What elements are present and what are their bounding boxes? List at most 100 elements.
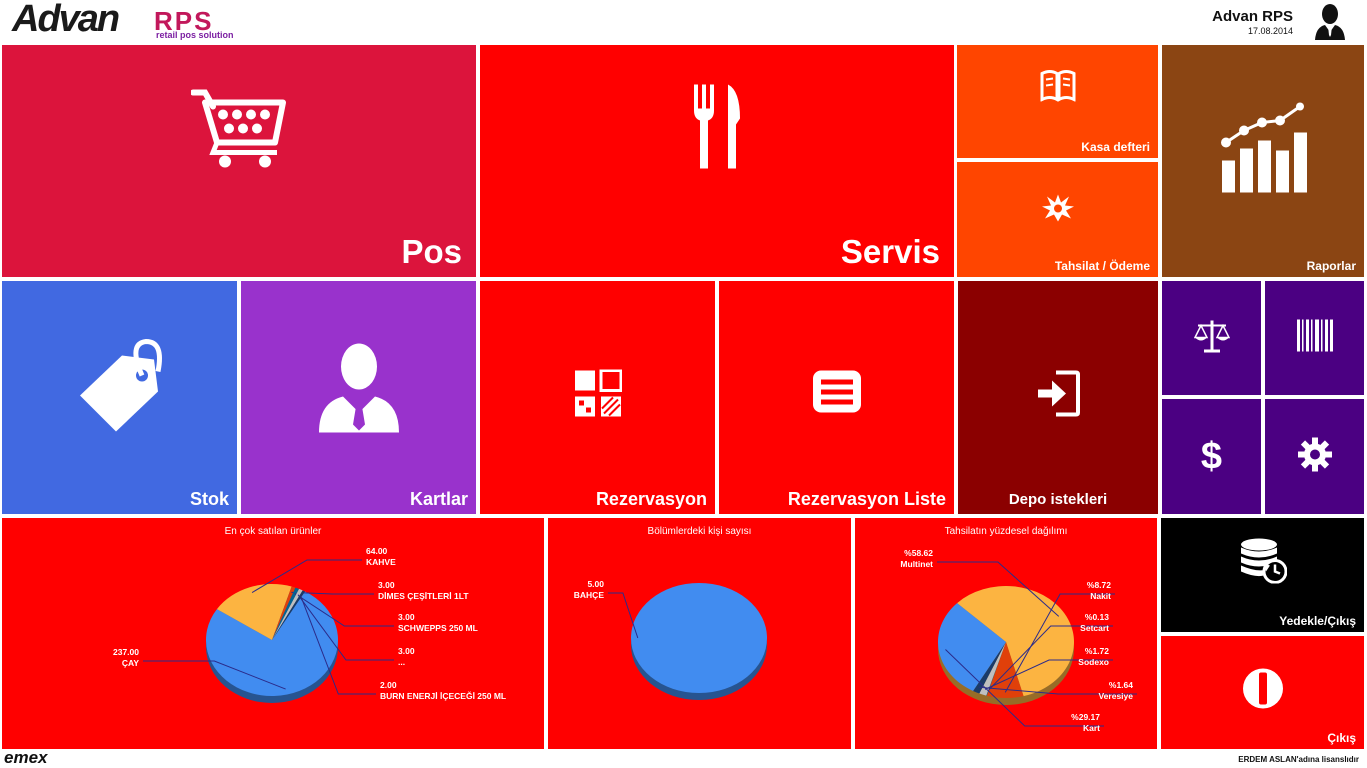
pie-leader-line	[608, 592, 639, 639]
dollar-tile[interactable]: $	[1162, 399, 1261, 514]
chart-panel-payments: Tahsilatın yüzdesel dağılımı %58.62 Multi…	[855, 518, 1157, 749]
logo-tagline: retail pos solution	[156, 30, 234, 40]
pie-category-label: Setcart	[1080, 623, 1109, 633]
barcode-icon	[1296, 319, 1333, 357]
pie-category-label: ...	[398, 657, 405, 667]
current-date: 17.08.2014	[1247, 26, 1293, 36]
chart-title-payments: Tahsilatın yüzdesel dağılımı	[944, 526, 1068, 537]
pie-value-label: 3.00	[398, 646, 415, 656]
qr-grid-icon	[574, 368, 622, 422]
power-icon	[1242, 667, 1284, 714]
pos-label: Pos	[401, 233, 462, 270]
chart-panel-sections: Bölümlerdeki kişi sayısı 5.00 BAHÇE	[548, 518, 851, 749]
tahsilat-odeme-tile[interactable]: Tahsilat / Ödeme	[957, 162, 1158, 277]
price-tag-icon	[72, 337, 168, 438]
pie-slice[interactable]	[973, 642, 1006, 694]
shopping-cart-icon	[190, 89, 287, 174]
fork-knife-icon	[692, 84, 742, 174]
person-icon	[318, 342, 399, 437]
pie-slice[interactable]	[206, 591, 338, 696]
settings-tile[interactable]	[1265, 399, 1364, 514]
yedekle-cikis-tile[interactable]: Yedekle/Çıkış	[1161, 518, 1364, 632]
app-logo: Advan RPS retail pos solution	[12, 0, 242, 43]
pie-slice[interactable]	[938, 603, 1006, 691]
pie-category-label: ÇAY	[122, 658, 139, 668]
database-restore-icon	[1239, 538, 1287, 589]
chart-title-products: En çok satılan ürünler	[224, 526, 322, 537]
pie-leader-line	[291, 591, 374, 595]
pie-category-label: SCHWEPPS 250 ML	[398, 623, 478, 633]
depo-istekleri-label: Depo istekleri	[1008, 491, 1108, 508]
pie-leader-line	[979, 686, 1137, 695]
burst-icon	[1041, 192, 1075, 227]
pie-category-label: BURN ENERJİ İÇECEĞİ 250 ML	[380, 690, 506, 701]
pie-category-label: DİMES ÇEŞİTLERİ 1LT	[378, 591, 469, 601]
pie-category-label: Multinet	[900, 559, 933, 569]
pie-slice[interactable]	[631, 583, 767, 693]
pie-value-label: 237.00	[113, 647, 139, 657]
bar-chart-icon	[1218, 102, 1308, 200]
footer-brand-logo: emex	[4, 748, 48, 767]
pie-value-label: 3.00	[378, 580, 395, 590]
pie-category-label: Sodexo	[1078, 657, 1109, 667]
pie-leader-line	[143, 660, 286, 690]
kartlar-tile[interactable]: Kartlar	[241, 281, 476, 514]
pie-slice[interactable]	[979, 642, 1006, 696]
servis-tile[interactable]: Servis	[480, 45, 954, 277]
pie-slice[interactable]	[986, 642, 1006, 696]
cikis-label: Çıkış	[1327, 731, 1356, 745]
pie-leader-line	[937, 561, 1060, 617]
pie-slice[interactable]	[216, 584, 292, 640]
pie-slice[interactable]	[272, 587, 300, 640]
raporlar-label: Raporlar	[1306, 259, 1356, 273]
user-silhouette-icon[interactable]	[1313, 2, 1347, 40]
user-name: Advan RPS	[1212, 8, 1293, 25]
pie-leader-line	[984, 659, 1113, 690]
kasa-defteri-tile[interactable]: Kasa defteri	[957, 45, 1158, 158]
pie-leader-line	[294, 593, 394, 627]
yedekle-cikis-label: Yedekle/Çıkış	[1279, 614, 1356, 628]
pie-value-label: 5.00	[587, 579, 604, 589]
raporlar-tile[interactable]: Raporlar	[1162, 45, 1364, 277]
pie-slice[interactable]	[272, 588, 303, 640]
pie-leader-line	[251, 559, 362, 593]
pie-value-label: %1.72	[1085, 646, 1109, 656]
rezervasyon-label: Rezervasyon	[595, 489, 707, 509]
kasa-defteri-label: Kasa defteri	[1081, 140, 1150, 154]
barcode-tile[interactable]	[1265, 281, 1364, 395]
chart-panel-products: En çok satılan ürünler 237.00 ÇAY 64.00 KAH…	[2, 518, 544, 749]
gear-icon	[1297, 437, 1332, 476]
depo-istekleri-tile[interactable]: Depo istekleri	[958, 281, 1158, 514]
scales-tile[interactable]	[1162, 281, 1261, 395]
pie-value-label: %58.62	[904, 548, 933, 558]
rezervasyon-tile[interactable]: Rezervasyon	[480, 281, 715, 514]
stok-tile[interactable]: Stok	[2, 281, 237, 514]
pie-category-label: BAHÇE	[574, 590, 605, 600]
logo-rps-text: RPS	[154, 6, 214, 36]
pie-category-label: Nakit	[1090, 591, 1111, 601]
header: Advan RPS retail pos solution Advan RPS …	[0, 0, 1367, 43]
pie-leader-line	[297, 594, 394, 661]
sign-in-icon	[1036, 370, 1080, 421]
stok-label: Stok	[189, 489, 229, 509]
pie-value-label: %0.13	[1085, 612, 1109, 622]
cikis-tile[interactable]: Çıkış	[1161, 636, 1364, 749]
pie-slice[interactable]	[272, 590, 305, 640]
pie-category-label: Veresiye	[1098, 691, 1133, 701]
pie-slice[interactable]	[272, 586, 296, 640]
rezervasyon-liste-tile[interactable]: Rezervasyon Liste	[719, 281, 954, 514]
pie-category-label: KAHVE	[366, 557, 396, 567]
pie-leader-line	[1004, 593, 1115, 693]
pie-slice[interactable]	[957, 586, 1074, 697]
pie-value-label: 3.00	[398, 612, 415, 622]
pie-value-label: 64.00	[366, 546, 388, 556]
chart-title-sections: Bölümlerdeki kişi sayısı	[647, 526, 752, 537]
book-icon	[1040, 69, 1076, 106]
logo-main-text: Advan	[12, 0, 120, 40]
footer: emex ERDEM ASLAN'adına lisanslıdır	[0, 748, 1367, 768]
pie-leader-line	[300, 595, 376, 695]
rezervasyon-liste-label: Rezervasyon Liste	[787, 489, 946, 509]
pos-tile[interactable]: Pos	[2, 45, 476, 277]
